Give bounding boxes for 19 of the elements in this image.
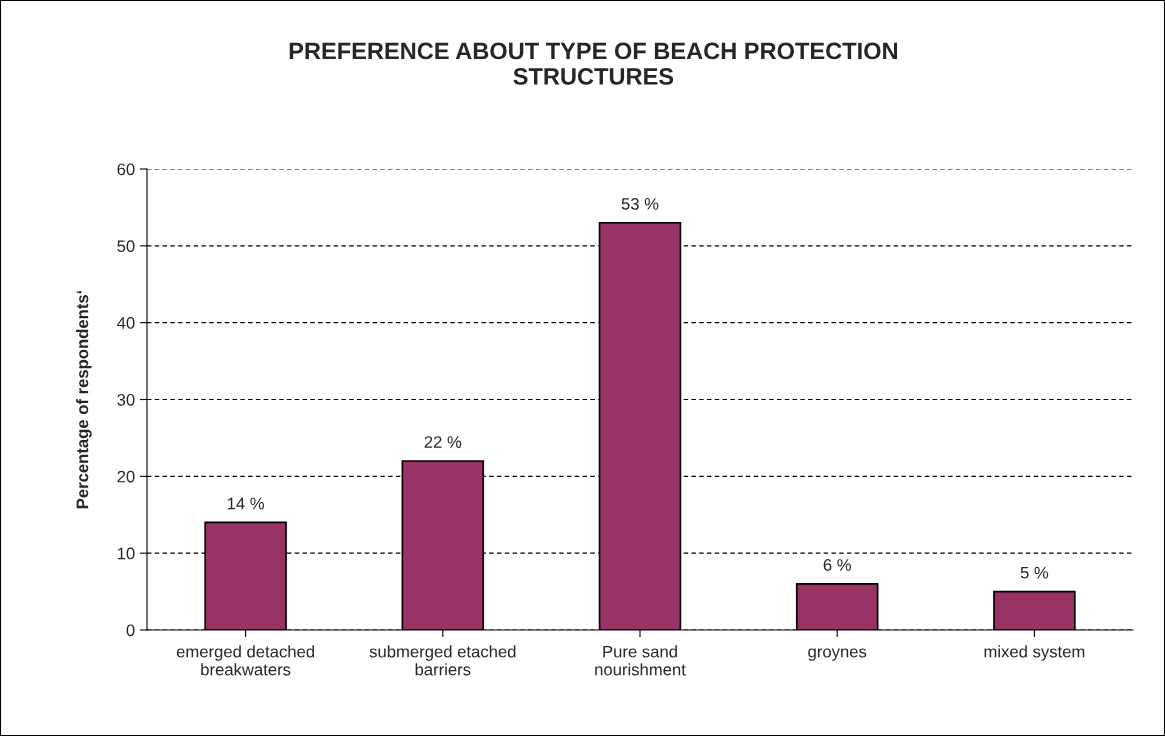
y-tick-label: 20 [117,470,135,483]
data-label: 22 % [424,436,462,448]
x-tick-label: emerged detached breakwaters [176,645,315,676]
data-label: 53 % [621,197,659,210]
x-tick-label: mixed system [984,645,1085,661]
data-label: 5 % [1020,566,1049,579]
y-tick-label: 40 [117,317,135,329]
data-label: 6 % [823,559,851,571]
x-tick-label: submerged etached barriers [369,645,516,676]
y-tick-label: 0 [126,624,135,637]
y-tick-label: 60 [117,163,135,176]
y-tick-label: 30 [117,393,135,406]
x-tick-label: groynes [808,648,867,661]
y-tick-label: 10 [117,547,135,560]
chart-title: PREFERENCE ABOUT TYPE OF BEACH PROTECTION STRUCTURES [289,42,898,85]
x-tick-label: Pure sand nourishment [595,645,686,676]
y-tick-label: 50 [117,240,135,253]
data-label: 14 % [227,497,264,510]
y-axis-title: Percentage of respondents‘ [76,290,92,509]
